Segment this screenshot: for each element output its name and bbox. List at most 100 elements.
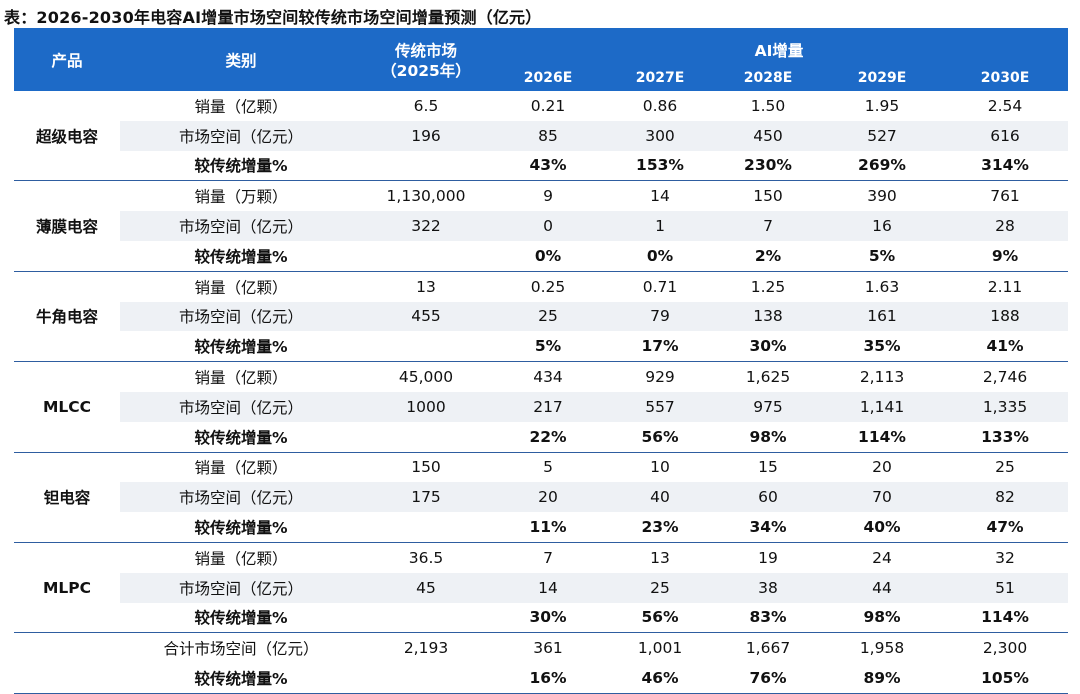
table-row: 较传统增量% 30% 56% 83% 98% 114%: [14, 602, 1069, 634]
year-value: 0.21: [530, 96, 566, 115]
table-row: 较传统增量% 0% 0% 2% 5% 9%: [14, 240, 1069, 272]
year-value: 23%: [606, 512, 714, 543]
year-value: 1.50: [750, 96, 786, 115]
row-label: 销量（亿颗）: [194, 97, 288, 116]
traditional-value: 455: [362, 301, 490, 332]
year-value: 9%: [942, 240, 1069, 272]
year-value: 1: [606, 211, 714, 241]
table-row: 市场空间（亿元） 322 0 1 7 16 28: [14, 211, 1069, 241]
traditional-value: 2,193: [403, 639, 449, 658]
row-label: 销量（万颗）: [194, 188, 288, 207]
table-row: 较传统增量% 5% 17% 30% 35% 41%: [14, 331, 1069, 363]
year-value: 1.25: [750, 277, 786, 296]
table-row: 市场空间（亿元） 45 14 25 38 44 51: [14, 572, 1069, 603]
header-traditional-line2: （2025年）: [381, 61, 471, 80]
year-value: 44: [822, 572, 942, 603]
year-value: 30%: [714, 331, 822, 363]
year-value: 1,958: [859, 639, 905, 658]
year-value: 5%: [490, 331, 606, 363]
year-value: 14: [650, 187, 670, 206]
year-value: 40%: [822, 512, 942, 543]
year-value: 9: [543, 187, 553, 206]
year-value: 138: [714, 301, 822, 332]
year-value: 0.86: [642, 96, 678, 115]
year-value: 616: [942, 120, 1069, 151]
year-value: 25: [995, 458, 1015, 477]
year-value: 361: [533, 639, 563, 658]
row-label: 市场空间（亿元）: [120, 391, 362, 422]
year-value: 5%: [822, 240, 942, 272]
row-label: 销量（亿颗）: [194, 549, 288, 568]
traditional-value: [362, 150, 490, 182]
year-value: 11%: [490, 512, 606, 543]
year-value: 133%: [942, 421, 1069, 453]
year-value: 975: [714, 391, 822, 422]
year-value: 30%: [490, 602, 606, 634]
header-year: 2030E: [942, 65, 1069, 91]
year-value: 1,141: [822, 391, 942, 422]
year-value: 150: [753, 187, 783, 206]
year-value: 34%: [714, 512, 822, 543]
year-value: 230%: [714, 150, 822, 182]
year-value: 1,667: [745, 639, 791, 658]
table-row: 市场空间（亿元） 1000 217 557 975 1,141 1,335: [14, 391, 1069, 422]
year-value: 0.71: [642, 277, 678, 296]
year-value: 20: [872, 458, 892, 477]
row-label: 较传统增量%: [120, 602, 362, 634]
header-year: 2028E: [714, 65, 822, 91]
year-value: 10: [650, 458, 670, 477]
table-row: 合计市场空间（亿元） 2,193 361 1,001 1,667 1,958 2,300: [14, 632, 1068, 694]
table-title: 表：2026-2030年电容AI增量市场空间较传统市场空间增量预测（亿元）: [4, 8, 542, 27]
year-value: 269%: [822, 150, 942, 182]
year-value: 527: [822, 120, 942, 151]
year-value: 98%: [822, 602, 942, 634]
year-value: 38: [714, 572, 822, 603]
year-value: 79: [606, 301, 714, 332]
table-row: MLCC 销量（亿颗） 45,000 434 929 1,625 2,113 2,746: [14, 361, 1068, 453]
year-value: 2,300: [982, 639, 1028, 658]
product-name: MLCC: [14, 361, 120, 453]
year-value: 25: [490, 301, 606, 332]
product-name: 钽电容: [14, 452, 120, 543]
traditional-value: 1,130,000: [386, 187, 466, 206]
table-header: 产品 类别 传统市场 （2025年） AI增量 2026E 2027E 2028…: [14, 28, 1069, 91]
row-label: 较传统增量%: [120, 663, 362, 694]
traditional-value: [362, 602, 490, 634]
header-traditional-line1: 传统市场: [394, 41, 457, 60]
product-name: 牛角电容: [14, 271, 120, 363]
row-label: 市场空间（亿元）: [120, 211, 362, 241]
header-ai-increment: AI增量: [490, 28, 1069, 65]
header-year: 2026E: [490, 65, 606, 91]
year-value: 2%: [714, 240, 822, 272]
year-value: 16%: [490, 663, 606, 694]
year-value: 82: [942, 482, 1069, 513]
year-value: 557: [606, 391, 714, 422]
traditional-value: [362, 512, 490, 543]
year-value: 1.95: [864, 96, 900, 115]
year-value: 17%: [606, 331, 714, 363]
forecast-table: 产品 类别 传统市场 （2025年） AI增量 2026E 2027E 2028…: [14, 28, 1069, 694]
year-value: 24: [872, 548, 892, 567]
traditional-value: [362, 331, 490, 363]
year-value: 0%: [490, 240, 606, 272]
year-value: 5: [543, 458, 553, 477]
year-value: 7: [543, 548, 553, 567]
row-label: 较传统增量%: [120, 512, 362, 543]
year-value: 1,625: [745, 368, 791, 387]
year-value: 217: [490, 391, 606, 422]
table-row: 牛角电容 销量（亿颗） 13 0.25 0.71 1.25 1.63 2.11: [14, 271, 1068, 363]
traditional-value: [362, 663, 490, 694]
traditional-value: 13: [416, 277, 436, 296]
year-value: 47%: [942, 512, 1069, 543]
table-row: 市场空间（亿元） 196 85 300 450 527 616: [14, 120, 1069, 151]
traditional-value: 175: [362, 482, 490, 513]
year-value: 114%: [822, 421, 942, 453]
row-label: 较传统增量%: [120, 150, 362, 182]
year-value: 2,113: [859, 368, 905, 387]
year-value: 83%: [714, 602, 822, 634]
year-value: 22%: [490, 421, 606, 453]
year-value: 153%: [606, 150, 714, 182]
year-value: 929: [645, 368, 675, 387]
year-value: 1,335: [942, 391, 1069, 422]
table-row: MLPC 销量（亿颗） 36.5 7 13 19 24 32: [14, 542, 1068, 634]
